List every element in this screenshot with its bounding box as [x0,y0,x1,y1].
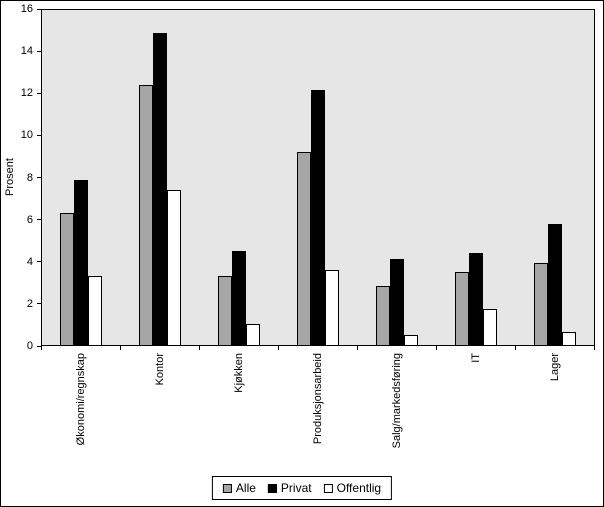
legend-label: Alle [235,481,256,495]
y-tick-mark [37,345,41,347]
y-tick-mark [37,177,41,178]
legend-swatch [267,483,277,493]
y-tick-label: 16 [20,3,33,15]
bar-group [515,10,594,345]
y-tick-label: 14 [20,45,33,58]
x-label-cell: Produksjonsarbeid [278,353,357,465]
x-label-cell: Kjøkken [199,353,278,465]
bar-alle [297,152,311,345]
bar-offentlig [561,332,576,345]
legend-entry-offentlig: Offentlig [323,481,382,495]
x-tick-mark [516,346,595,350]
bar-group [436,10,515,345]
x-axis-tick-marks [41,346,595,350]
bar-privat [153,33,168,345]
y-tick-mark [37,261,41,263]
legend-swatch [222,483,232,493]
bar-group [357,10,436,345]
bar-offentlig [246,324,261,345]
bar-offentlig [88,275,103,345]
bar-privat [468,252,483,345]
y-tick-mark [37,134,41,136]
x-axis-category-label: Salg/markedsføring [391,353,404,449]
y-tick-label: 0 [26,340,33,352]
x-tick-mark [42,346,121,350]
x-label-cell: Økonomi/regnskap [41,353,120,465]
x-label-cell: Kontor [120,353,199,465]
bar-group [200,10,279,345]
x-tick-mark [121,346,200,350]
bar-alle [533,263,548,345]
y-tick-label: 2 [26,297,33,310]
bar-privat [311,89,325,345]
y-tick-label: 4 [26,255,33,268]
y-tick-mark [37,92,41,94]
legend-label: Offentlig [336,481,382,495]
bar-offentlig [325,269,339,345]
y-tick-mark [37,219,41,221]
x-axis-category-label: Kontor [153,353,166,386]
legend: Alle Privat Offentlig [211,476,393,500]
bar-alle [60,213,75,345]
bar-alle [375,286,390,345]
bar-group [279,10,358,345]
bar-alle [454,271,469,345]
bar-privat [74,179,89,345]
y-tick-label: 6 [26,213,33,226]
bar-privat [389,259,404,345]
x-tick-mark [437,346,516,350]
x-label-cell: Salg/markedsføring [358,353,437,465]
bar-alle [139,85,154,345]
x-axis-category-label: Kjøkken [232,353,245,393]
x-axis-category-label: IT [470,353,483,363]
y-tick-mark [37,8,41,10]
y-tick-mark [37,50,41,52]
bar-offentlig [167,190,182,345]
y-axis-ticks: 0 2 4 6 8 10 12 14 16 [1,3,41,352]
bar-offentlig [482,309,497,345]
legend-swatch [323,483,333,493]
bar-privat [232,250,247,345]
bar-offentlig [403,334,418,345]
x-tick-mark [279,346,358,350]
x-tick-mark [358,346,437,350]
x-label-cell: IT [437,353,516,465]
y-tick-mark [37,303,41,305]
legend-entry-alle: Alle [222,481,256,495]
x-axis-category-label: Økonomi/regnskap [74,353,87,446]
x-axis-category-label: Lager [549,353,562,382]
y-tick-label: 12 [20,87,33,100]
plot-area [41,9,595,346]
legend-label: Privat [280,481,312,495]
x-tick-mark [200,346,279,350]
y-tick-label: 10 [20,129,33,142]
legend-entry-privat: Privat [267,481,312,495]
bar-group [42,10,121,345]
bar-group [121,10,200,345]
x-label-cell: Lager [516,353,595,465]
y-tick-label: 8 [26,171,33,184]
x-axis-labels: Økonomi/regnskap Kontor Kjøkken Produksjons… [41,353,595,465]
bar-alle [218,275,233,345]
x-axis-category-label: Produksjonsarbeid [311,353,324,445]
bar-privat [547,223,562,345]
